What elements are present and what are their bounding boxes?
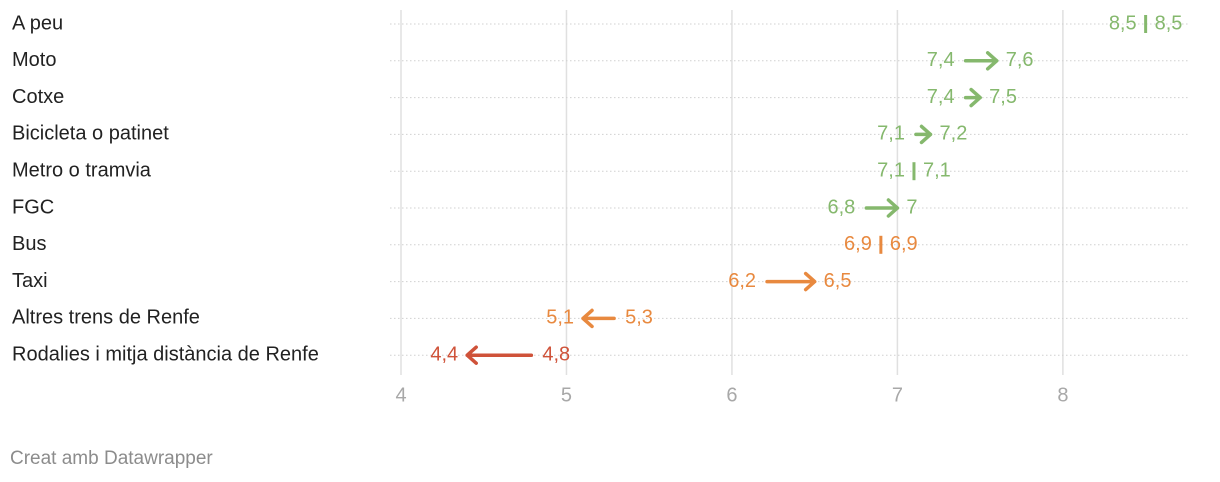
category-label: Bicicleta o patinet — [12, 123, 169, 145]
value-label: 6,5 — [824, 270, 852, 292]
category-label: FGC — [12, 196, 54, 218]
x-tick-label: 4 — [395, 384, 406, 406]
category-label: Cotxe — [12, 86, 64, 108]
value-label: 7,6 — [1006, 49, 1034, 71]
x-tick-label: 5 — [561, 384, 572, 406]
category-label: Altres trens de Renfe — [12, 307, 200, 329]
value-label: 7 — [906, 196, 917, 218]
category-label: A peu — [12, 12, 63, 34]
x-tick-label: 8 — [1057, 384, 1068, 406]
value-label: 6,2 — [728, 270, 756, 292]
category-label: Moto — [12, 49, 56, 71]
x-tick-label: 7 — [892, 384, 903, 406]
value-label: 7,1 — [877, 123, 905, 145]
category-label: Taxi — [12, 270, 48, 292]
arrow — [963, 51, 999, 71]
arrow — [963, 87, 982, 108]
arrow — [914, 124, 933, 145]
category-label: Rodalies i mitja distància de Renfe — [12, 343, 319, 365]
arrow — [465, 345, 534, 365]
credit: Creat amb Datawrapper — [10, 448, 213, 469]
arrow — [864, 198, 900, 218]
arrow — [765, 271, 817, 292]
value-label: 6,8 — [828, 196, 856, 218]
arrow — [581, 308, 616, 329]
value-label: 5,3 — [625, 307, 653, 329]
category-label: Metro o tramvia — [12, 159, 152, 181]
value-label: 7,4 — [927, 49, 955, 71]
value-label: 7,4 — [927, 86, 955, 108]
value-label: 7,5 — [989, 86, 1017, 108]
x-tick-label: 6 — [726, 384, 737, 406]
value-label: 7,2 — [940, 123, 968, 145]
category-label: Bus — [12, 233, 46, 255]
value-label: 6,9 — [844, 233, 872, 255]
value-label: 5,1 — [546, 307, 574, 329]
value-label: 7,1 — [877, 159, 905, 181]
value-label: 4,8 — [542, 343, 570, 365]
value-label: 8,5 — [1109, 12, 1137, 34]
value-label: 4,4 — [430, 343, 458, 365]
value-label: 7,1 — [923, 159, 951, 181]
value-label: 6,9 — [890, 233, 918, 255]
value-label: 8,5 — [1155, 12, 1183, 34]
